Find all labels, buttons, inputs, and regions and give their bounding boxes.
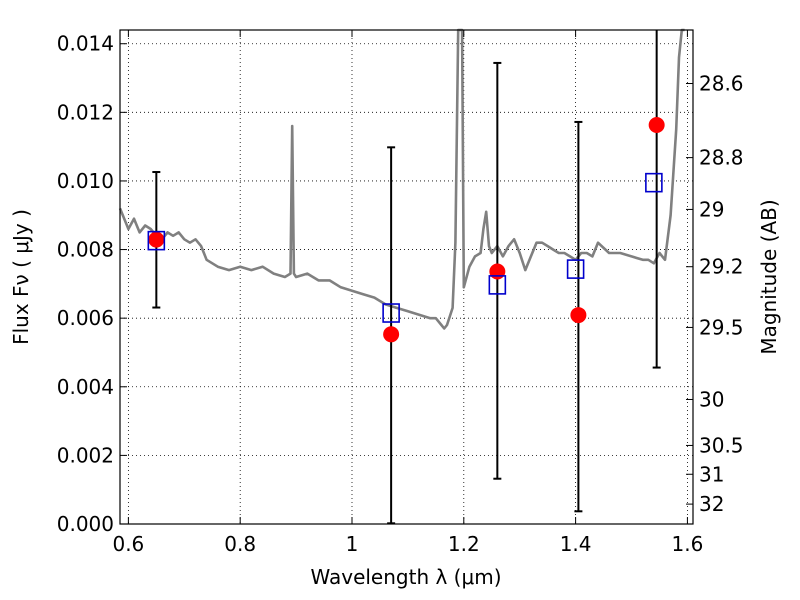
y-tick-label: 0.002 bbox=[57, 443, 114, 467]
right-tick-label: 30.5 bbox=[699, 433, 744, 457]
model-photometry-square bbox=[566, 259, 585, 279]
model-photometry-square bbox=[645, 172, 663, 193]
model-photometry-square bbox=[382, 303, 400, 323]
y-tick-label: 0.006 bbox=[57, 306, 114, 330]
right-axis-ticks: 28.6 28.8 29 29.2 29.5 30 30.5 31 32 bbox=[686, 72, 744, 516]
right-tick-label: 29 bbox=[699, 197, 724, 221]
x-tick-label: 0.6 bbox=[112, 532, 144, 556]
observed-flux-point bbox=[148, 231, 165, 248]
point-layer bbox=[148, 117, 665, 343]
right-tick-label: 28.6 bbox=[699, 72, 744, 96]
right-tick-label: 28.8 bbox=[699, 146, 744, 170]
observed-flux-point bbox=[383, 326, 400, 343]
right-tick-label: 32 bbox=[699, 492, 724, 516]
x-tick-label: 1 bbox=[346, 532, 359, 556]
right-tick-label: 29.2 bbox=[699, 255, 744, 279]
y-tick-label: 0.014 bbox=[57, 32, 114, 56]
errorbar-layer bbox=[152, 30, 661, 525]
right-tick-label: 30 bbox=[699, 387, 724, 411]
y-tick-label: 0.012 bbox=[57, 100, 114, 124]
x-tick-label: 0.8 bbox=[224, 532, 256, 556]
y-tick-label: 0.008 bbox=[57, 238, 114, 262]
observed-flux-point bbox=[489, 263, 506, 280]
spectrum-line bbox=[118, 28, 685, 330]
observed-flux-point bbox=[570, 307, 587, 324]
right-tick-label: 29.5 bbox=[699, 315, 744, 339]
x-tick-label: 1.4 bbox=[560, 532, 592, 556]
x-tick-label: 1.2 bbox=[448, 532, 480, 556]
x-tick-label: 1.6 bbox=[672, 532, 704, 556]
y-tick-label: 0.000 bbox=[57, 512, 114, 536]
observed-flux-point bbox=[648, 117, 665, 134]
x-axis-label: Wavelength λ (μm) bbox=[310, 565, 501, 589]
right-axis-label: Magnitude (AB) bbox=[757, 199, 781, 354]
y-axis-ticks: 0.000 0.002 0.004 0.006 0.008 0.010 0.012 0.014 bbox=[57, 32, 127, 536]
model-photometry-square bbox=[488, 275, 507, 295]
y-tick-label: 0.004 bbox=[57, 375, 114, 399]
y-tick-label: 0.010 bbox=[57, 169, 114, 193]
right-tick-label: 31 bbox=[699, 462, 724, 486]
x-axis-ticks: 0.6 0.8 1 1.2 1.4 1.6 bbox=[112, 30, 703, 556]
grid-lines bbox=[120, 30, 693, 524]
model-photometry-square bbox=[147, 230, 166, 251]
y-axis-label: Flux Fν ( μJy ) bbox=[9, 209, 33, 345]
spectrum-layer bbox=[118, 28, 685, 330]
square-layer bbox=[147, 172, 663, 323]
plot-frame bbox=[119, 29, 694, 525]
